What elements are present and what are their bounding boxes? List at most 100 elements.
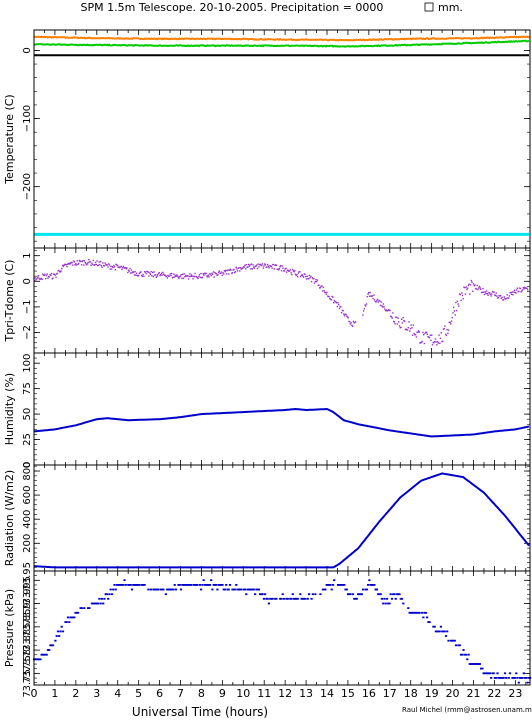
data-point xyxy=(390,316,393,318)
data-point xyxy=(457,644,460,647)
y-tick-label: 73.9 xyxy=(22,588,33,610)
y-axis-label: Tpri-Tdome (C) xyxy=(3,260,16,343)
x-tick-label: 6 xyxy=(156,687,163,700)
data-point xyxy=(110,268,113,270)
data-point xyxy=(259,263,261,266)
data-point xyxy=(190,584,193,586)
data-point xyxy=(226,588,229,591)
data-point xyxy=(519,677,522,679)
data-point xyxy=(486,293,489,295)
data-point xyxy=(235,266,237,268)
data-point xyxy=(81,260,83,263)
data-point xyxy=(470,279,472,282)
data-point xyxy=(171,588,174,591)
data-point xyxy=(107,266,109,268)
data-point xyxy=(520,677,523,679)
data-point xyxy=(434,338,437,340)
data-point xyxy=(292,597,296,600)
data-point xyxy=(217,271,220,273)
data-point xyxy=(124,267,127,269)
data-point xyxy=(201,276,204,279)
data-point xyxy=(399,327,401,329)
data-point xyxy=(95,263,97,266)
y-tick-label: 73.8 xyxy=(22,649,33,671)
data-point xyxy=(377,301,379,303)
data-point xyxy=(284,268,286,270)
data-point xyxy=(124,267,126,269)
data-point xyxy=(207,584,210,586)
data-point xyxy=(333,579,336,582)
data-point xyxy=(418,331,420,333)
data-point xyxy=(401,322,404,324)
data-point xyxy=(256,267,259,270)
panel-frame xyxy=(33,570,531,686)
data-point xyxy=(67,262,70,265)
y-tick-label: 73.95 xyxy=(22,562,33,591)
data-point xyxy=(271,267,273,269)
data-point xyxy=(212,584,215,586)
data-point xyxy=(290,597,293,600)
data-point xyxy=(338,303,340,306)
data-point xyxy=(51,644,54,647)
data-point xyxy=(141,274,143,277)
data-point xyxy=(107,597,110,600)
data-point xyxy=(271,597,274,600)
data-point xyxy=(415,336,418,338)
data-point xyxy=(192,278,194,280)
data-point xyxy=(488,292,491,294)
data-point xyxy=(518,290,520,293)
data-point xyxy=(466,658,469,661)
data-point xyxy=(127,584,130,586)
data-point xyxy=(479,287,481,289)
data-point xyxy=(91,262,93,264)
data-point xyxy=(275,597,278,600)
data-point xyxy=(397,593,400,596)
data-point xyxy=(409,330,411,332)
data-point xyxy=(176,275,179,277)
data-point xyxy=(121,267,124,269)
x-tick-label: 22 xyxy=(487,687,501,700)
data-point xyxy=(520,291,522,293)
data-point xyxy=(449,639,453,642)
data-point xyxy=(255,588,258,591)
data-point xyxy=(477,288,479,291)
data-point xyxy=(525,287,527,289)
data-point xyxy=(194,272,196,275)
data-point xyxy=(210,274,212,277)
data-point xyxy=(131,272,133,274)
data-point xyxy=(483,672,486,675)
data-point xyxy=(451,639,454,642)
data-point xyxy=(501,296,503,298)
data-point xyxy=(134,270,136,273)
data-point xyxy=(507,677,510,679)
data-point xyxy=(158,272,160,274)
data-point xyxy=(84,262,86,264)
data-point xyxy=(177,584,180,586)
data-point xyxy=(129,267,131,270)
data-point xyxy=(104,593,107,596)
data-point xyxy=(266,266,268,268)
data-point xyxy=(196,584,199,586)
data-point xyxy=(497,677,500,679)
panel-4: 200 400 600 800 Radiation (W/m2) xyxy=(3,461,531,572)
data-point xyxy=(292,270,294,272)
data-point xyxy=(349,323,352,325)
data-point xyxy=(311,593,314,596)
data-point xyxy=(348,593,351,596)
data-point xyxy=(516,289,518,291)
x-tick-label: 0 xyxy=(31,687,38,700)
data-point xyxy=(97,602,100,605)
data-point xyxy=(155,276,157,278)
data-point xyxy=(113,264,115,267)
data-point xyxy=(149,273,152,275)
data-point xyxy=(473,285,475,287)
data-point xyxy=(326,291,328,294)
data-point xyxy=(163,273,165,275)
data-point xyxy=(182,273,184,276)
data-point xyxy=(383,306,385,308)
data-point xyxy=(491,293,493,295)
data-point xyxy=(162,271,164,274)
data-point xyxy=(321,588,324,591)
data-point xyxy=(318,284,320,286)
